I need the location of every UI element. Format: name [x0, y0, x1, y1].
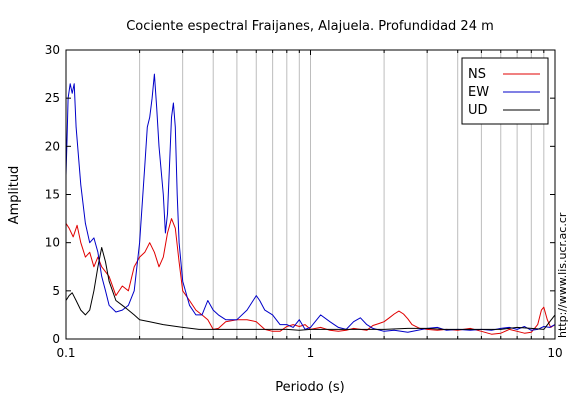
series-line-ns: [65, 218, 556, 335]
y-tick-label: 15: [45, 188, 60, 202]
legend-label-ns: NS: [468, 67, 486, 82]
series-lines: [65, 73, 556, 335]
source-url: http://www.lis.ucr.ac.cr: [556, 212, 569, 338]
y-tick-label: 20: [45, 139, 60, 153]
x-tick-label: 1: [307, 346, 315, 360]
chart-title: Cociente espectral Fraijanes, Alajuela. …: [126, 19, 494, 34]
x-tick-label: 0.1: [56, 346, 75, 360]
legend-label-ew: EW: [468, 85, 489, 100]
x-axis-label: Periodo (s): [275, 380, 345, 395]
series-line-ud: [65, 247, 556, 331]
y-tick-label: 30: [45, 43, 60, 57]
x-tick-label: 10: [547, 346, 562, 360]
y-tick-label: 5: [52, 284, 60, 298]
legend: NS EW UD: [461, 57, 549, 125]
y-tick-label: 25: [45, 91, 60, 105]
vertical-grid: [139, 50, 545, 339]
legend-box: [461, 57, 549, 125]
y-tick-label: 0: [52, 332, 60, 346]
axes: 0.1 1 10 0 5 10 15 20 25 30: [45, 43, 563, 360]
y-axis-label: Amplitud: [7, 166, 22, 225]
y-tick-label: 10: [45, 236, 60, 250]
series-line-ew: [65, 73, 556, 333]
legend-label-ud: UD: [468, 103, 488, 118]
